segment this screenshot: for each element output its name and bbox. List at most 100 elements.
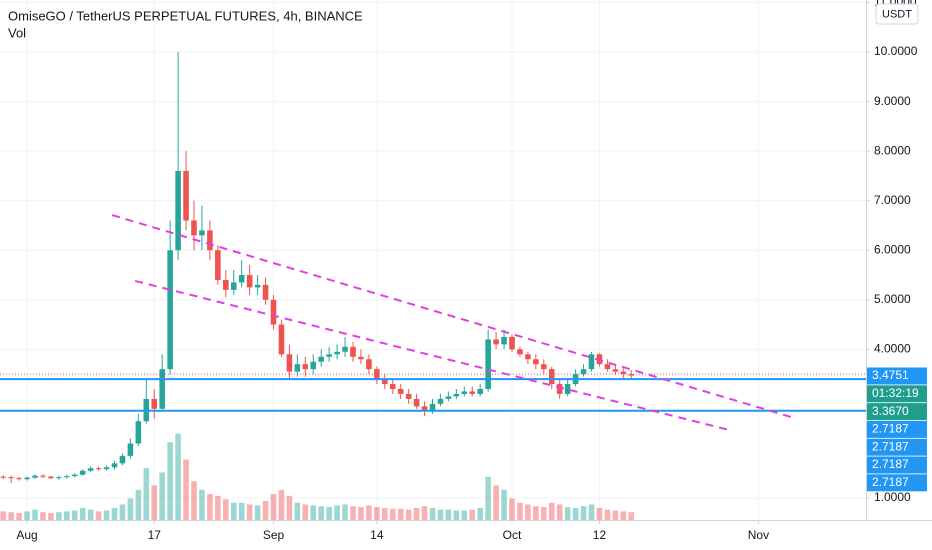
volume-bar [270,494,277,520]
volume-bar [628,512,635,520]
candle-body [238,275,245,283]
volume-bar [556,504,563,520]
candle-body [87,468,94,471]
volume-bar [79,507,86,520]
volume-bar [389,508,396,520]
price-label: 3.3670 [872,404,909,418]
volume-bar [493,485,499,520]
volume-bar [103,510,110,520]
volume-label: Vol [8,25,26,40]
x-tick-label: Aug [16,528,37,542]
trend-line [134,279,731,432]
price-label-bg [867,385,927,403]
volume-bar [572,507,579,520]
price-label: 3.4751 [872,368,909,382]
volume-bar [541,507,547,520]
volume-bar [246,504,253,520]
candle-body [199,230,205,236]
candle-body [48,476,54,479]
volume-bar [580,506,587,520]
currency-button[interactable] [875,3,919,25]
candle-body [517,349,523,355]
volume-bar [64,511,70,520]
y-tick-label: 5.0000 [874,292,911,306]
candle-body [374,369,380,380]
price-label: 01:32:19 [872,386,919,400]
volume-bar [286,495,293,520]
candle-body [429,403,436,412]
volume-bar [405,509,412,520]
trend-line [111,214,796,420]
candle-body [95,468,102,470]
candle-body [318,356,324,362]
volume-bar [207,494,213,520]
candle-body [0,476,6,478]
x-tick-label: Oct [503,528,522,542]
y-tick-label: 7.0000 [874,193,911,207]
candle-body [405,393,412,399]
candle-body [230,282,237,290]
candle-body [71,474,78,477]
volume-bar [223,499,229,520]
volume-bar [334,505,340,520]
volume-bar [151,485,158,520]
volume-bar [596,507,603,520]
candle-body [501,336,507,345]
volume-bar [477,507,483,520]
candle-body [223,279,229,290]
volume-bar [310,505,317,520]
candle-body [334,351,340,355]
volume-bar [183,459,189,520]
candle-body [16,478,22,480]
candle-body [207,230,213,251]
volume-bar [262,501,269,520]
candle-body [151,398,158,409]
candle-body [32,475,38,478]
candle-body [159,369,165,409]
candle-body [485,339,491,389]
volume-bar [294,502,301,520]
candle-body [175,170,181,251]
y-tick-label: 1.0000 [874,490,911,504]
volume-bar [358,507,364,520]
volume-bar [374,507,380,520]
x-tick-label: Nov [748,528,769,542]
price-label-bg [867,474,927,492]
x-tick-label: 12 [593,528,607,542]
volume-bar [24,511,30,520]
y-tick-label: 8.0000 [874,143,911,157]
volume-bar [501,489,507,520]
candle-body [366,359,372,370]
currency-label[interactable]: USDT [882,8,912,20]
volume-bar [199,489,205,520]
candle-body [541,364,547,370]
candle-body [342,346,348,352]
candle-body [79,470,86,475]
volume-bar [238,502,245,520]
volume-bar [533,506,539,520]
volume-bar [548,502,555,520]
candle-body [246,275,253,288]
candle-body [556,384,563,394]
y-tick-label: 6.0000 [874,242,911,256]
volume-bar [397,508,404,520]
candle-body [548,369,555,385]
volume-bar [429,507,436,520]
volume-bar [159,472,165,520]
candle-body [135,421,142,444]
volume-bar [445,509,452,520]
candle-body [278,324,285,355]
candle-body [588,354,595,370]
candle-body [604,364,611,370]
volume-bar [127,498,134,520]
candle-body [612,369,619,372]
price-label-bg [867,403,927,421]
candle-body [445,396,452,399]
candle-body [628,374,635,376]
volume-bar [588,504,595,520]
y-tick-label: 10.0000 [874,44,918,58]
volume-bar [525,504,531,520]
candle-body [24,477,30,480]
candle-body [413,398,420,407]
